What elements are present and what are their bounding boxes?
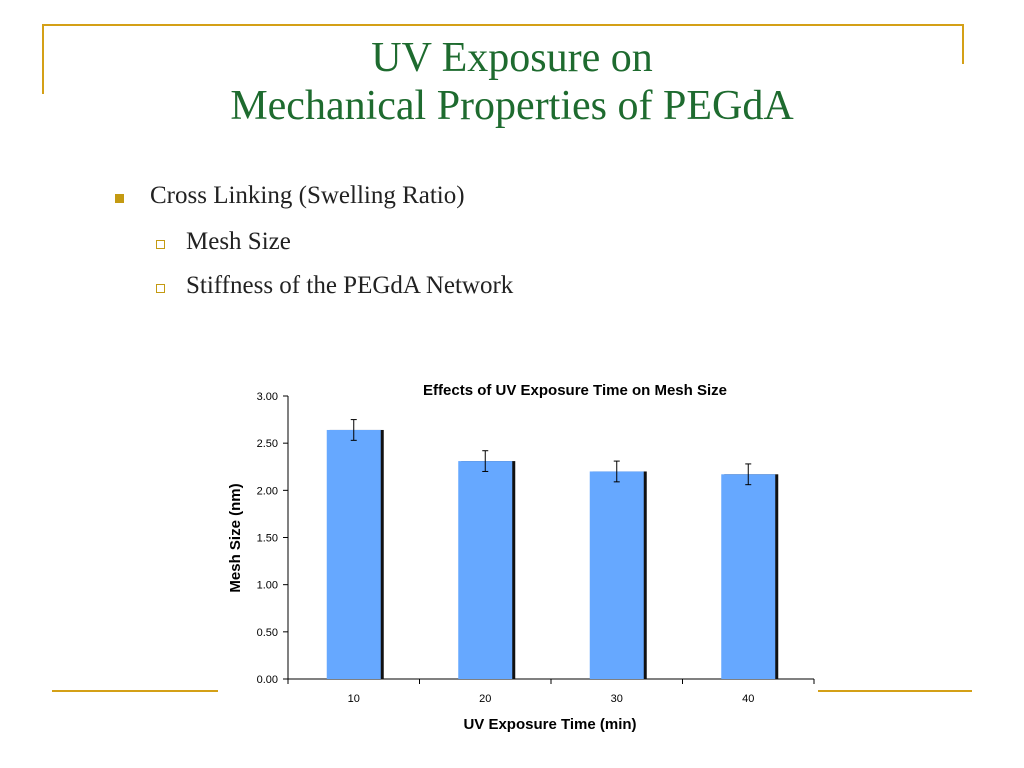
square-bullet-icon	[115, 194, 124, 203]
y-tick-label: 3.00	[257, 391, 278, 403]
bullet-label: Cross Linking (Swelling Ratio)	[150, 182, 465, 209]
y-tick-label: 0.50	[257, 627, 278, 639]
x-tick-label: 10	[348, 693, 360, 705]
bar	[458, 461, 513, 679]
sub-bullet-label: Stiffness of the PEGdA Network	[186, 272, 514, 299]
bar	[589, 471, 644, 679]
chart-marks: 0.00 0.50 1.00 1.50 2.00 2.50 3.00 10 20 30 40	[257, 391, 815, 705]
right-border-rule	[962, 24, 964, 64]
y-tick-label: 1.50	[257, 533, 278, 545]
y-tick-label: 0.00	[257, 674, 278, 686]
sub-bullet-label: Mesh Size	[186, 228, 291, 255]
chart-title: Effects of UV Exposure Time on Mesh Size	[423, 382, 727, 399]
y-tick-label: 2.50	[257, 438, 278, 450]
chart-x-axis-label: UV Exposure Time (min)	[463, 716, 636, 733]
slide-title-line2: Mechanical Properties of PEGdA	[230, 83, 794, 129]
hollow-square-bullet-icon	[156, 284, 165, 293]
hollow-square-bullet-icon	[156, 240, 165, 249]
slide-title: UV Exposure on Mechanical Properties of …	[0, 34, 1024, 130]
mesh-size-chart: Effects of UV Exposure Time on Mesh Size…	[218, 372, 818, 742]
bar	[721, 474, 776, 679]
chart-y-axis-label: Mesh Size (nm)	[227, 483, 244, 592]
chart-svg: Effects of UV Exposure Time on Mesh Size…	[227, 382, 815, 733]
bar	[326, 429, 381, 679]
slide-title-line1: UV Exposure on	[371, 35, 653, 81]
y-tick-label: 1.00	[257, 580, 278, 592]
y-tick-label: 2.00	[257, 485, 278, 497]
x-tick-label: 30	[611, 693, 623, 705]
top-border-rule	[42, 24, 964, 26]
x-tick-label: 20	[479, 693, 491, 705]
left-border-rule	[42, 24, 44, 94]
x-tick-label: 40	[742, 693, 754, 705]
